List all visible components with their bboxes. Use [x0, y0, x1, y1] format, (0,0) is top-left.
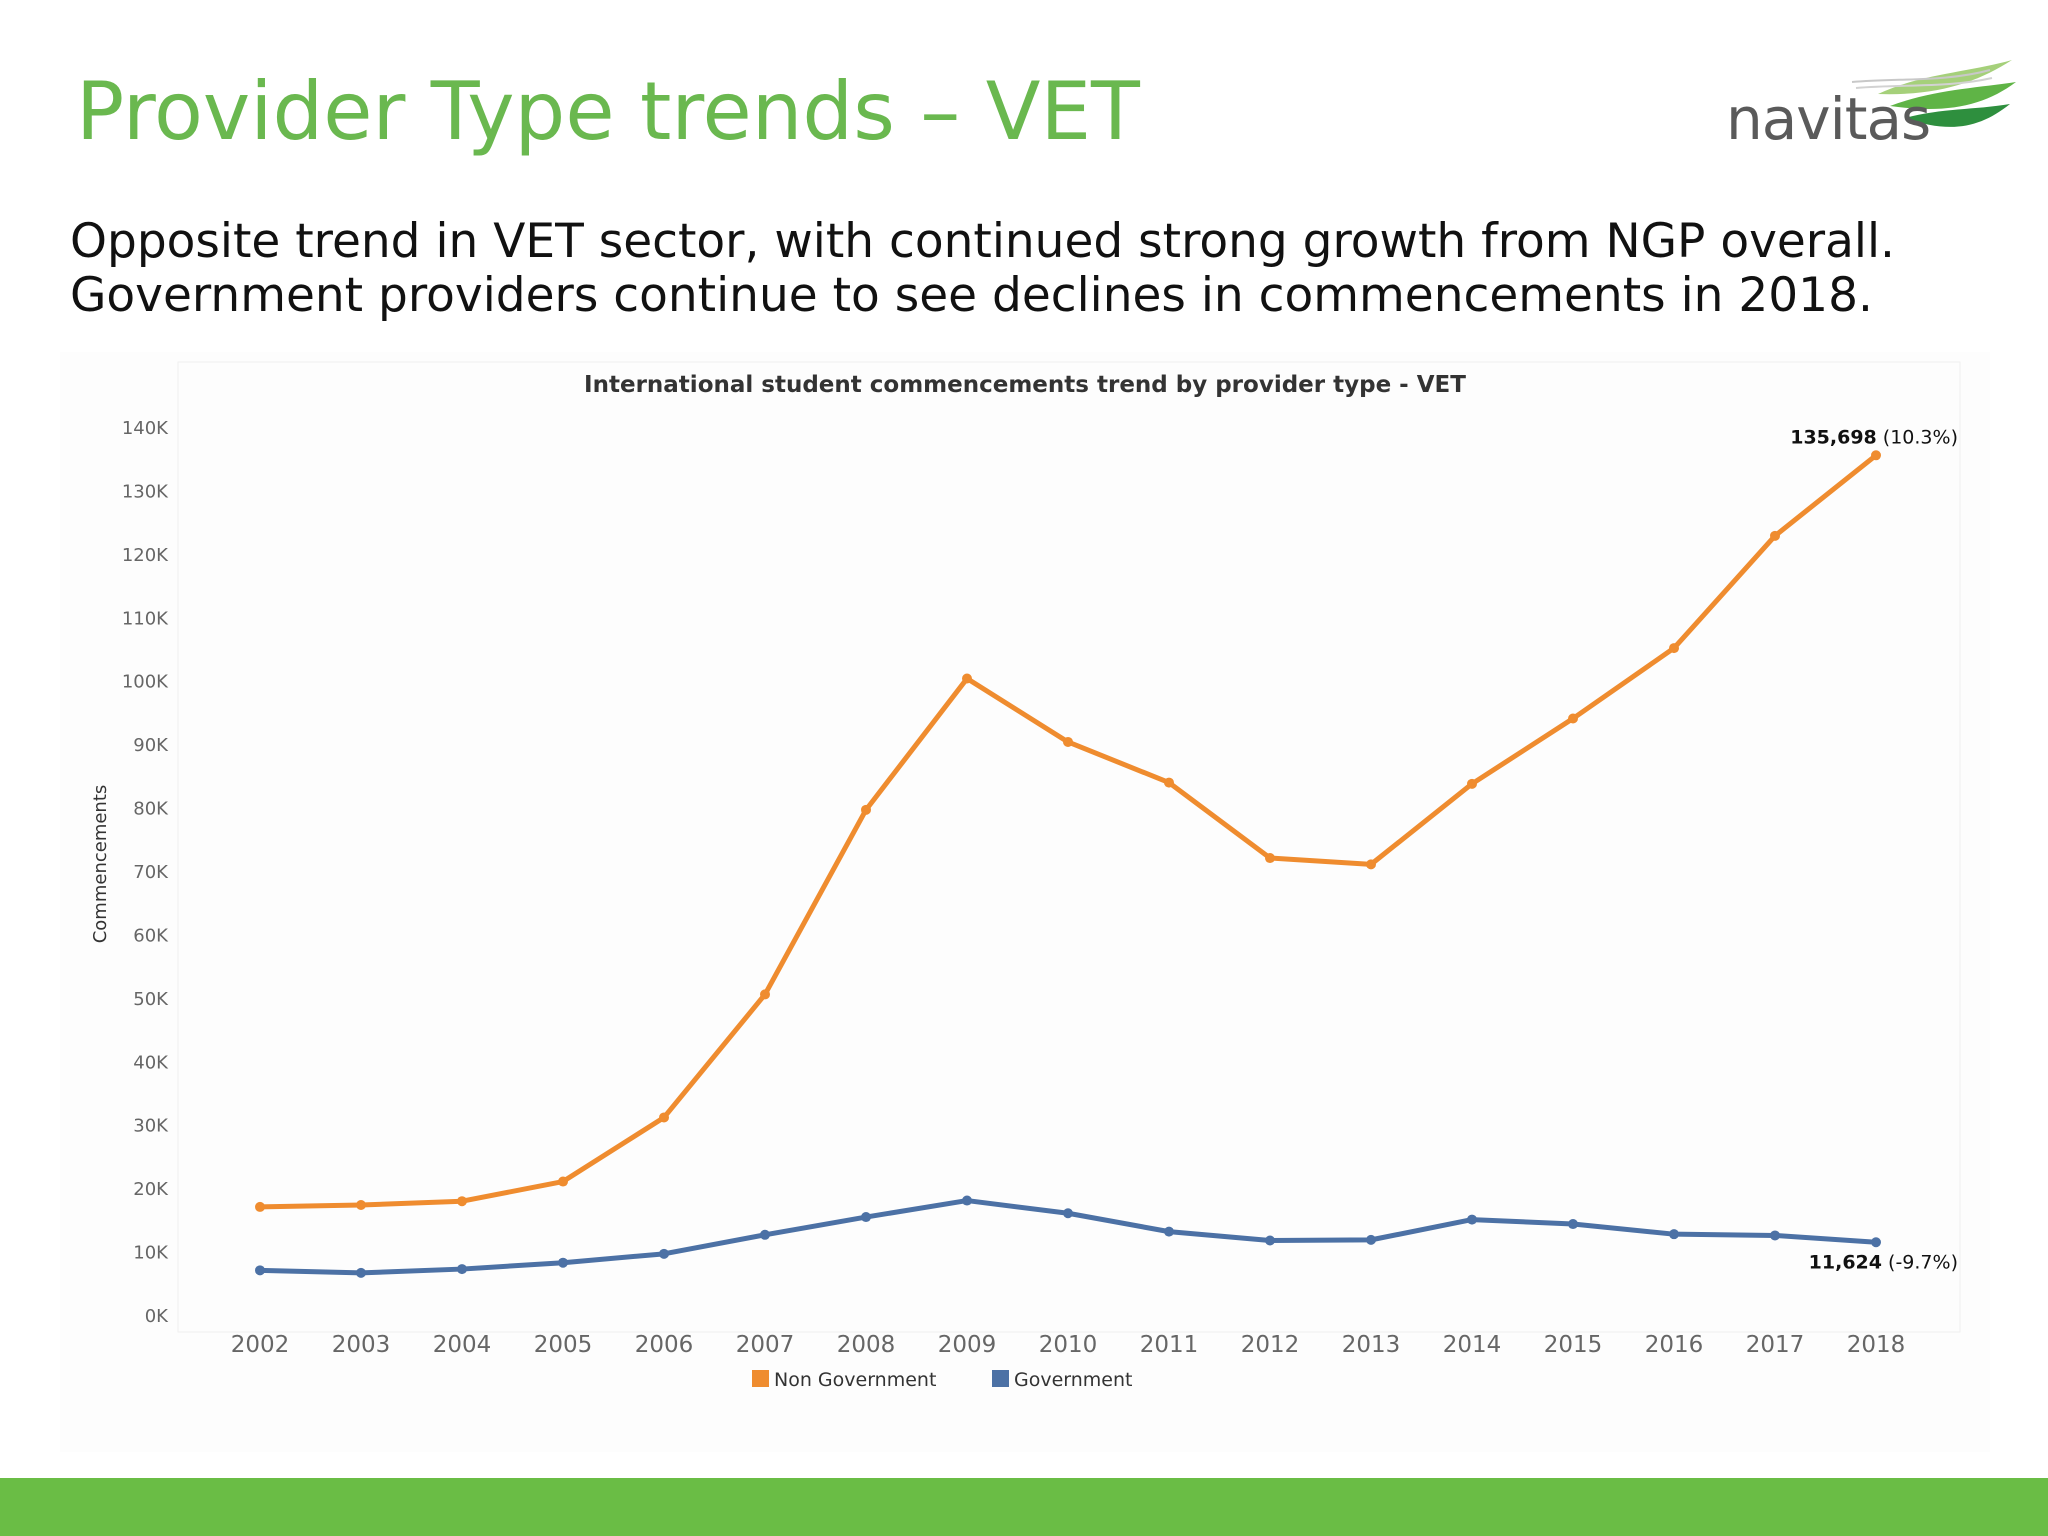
- data-point: [962, 673, 972, 684]
- plot-frame: [177, 361, 1961, 1333]
- x-tick-label: 2013: [1342, 1332, 1401, 1358]
- y-tick-label: 90K: [133, 735, 169, 756]
- data-point: [1669, 643, 1679, 654]
- legend-label: Government: [1014, 1369, 1133, 1391]
- data-point: [255, 1201, 265, 1212]
- data-point: [1669, 1229, 1679, 1240]
- x-tick-label: 2010: [1039, 1332, 1098, 1358]
- y-tick-label: 60K: [133, 925, 169, 946]
- y-tick-label: 0K: [145, 1306, 169, 1327]
- data-point: [457, 1264, 467, 1275]
- logo-text: navitas: [1726, 85, 1931, 153]
- data-point: [1871, 450, 1881, 461]
- data-point: [1164, 1226, 1174, 1237]
- y-tick-label: 110K: [122, 608, 169, 629]
- legend-swatch: [752, 1370, 769, 1387]
- chart-area: International student commencements tren…: [60, 352, 1990, 1452]
- data-point: [1366, 859, 1376, 870]
- x-tick-label: 2006: [635, 1332, 694, 1358]
- data-point: [1770, 1230, 1780, 1241]
- data-label: 11,624 (-9.7%): [1809, 1251, 1958, 1273]
- data-point: [558, 1176, 568, 1187]
- x-tick-label: 2017: [1746, 1332, 1805, 1358]
- y-tick-label: 130K: [122, 481, 169, 502]
- y-tick-label: 10K: [133, 1243, 169, 1264]
- data-point: [1568, 1219, 1578, 1230]
- y-tick-label: 40K: [133, 1052, 169, 1073]
- slide-title: Provider Type trends – VET: [76, 65, 1140, 158]
- data-point: [1467, 1214, 1477, 1225]
- y-tick-label: 50K: [133, 989, 169, 1010]
- x-tick-label: 2005: [534, 1332, 593, 1358]
- x-tick-label: 2008: [837, 1332, 896, 1358]
- x-tick-label: 2011: [1140, 1332, 1199, 1358]
- data-point: [1366, 1234, 1376, 1245]
- y-axis-label: Commencements: [90, 785, 111, 944]
- data-point: [760, 1229, 770, 1240]
- data-point: [1568, 713, 1578, 724]
- x-tick-label: 2018: [1847, 1332, 1906, 1358]
- y-tick-label: 100K: [122, 672, 169, 693]
- data-point: [1265, 1235, 1275, 1246]
- data-point: [962, 1195, 972, 1206]
- data-point: [1265, 853, 1275, 864]
- data-point: [356, 1267, 366, 1278]
- y-tick-label: 140K: [122, 418, 169, 439]
- slide-subtitle: Opposite trend in VET sector, with conti…: [70, 215, 1990, 323]
- data-point: [659, 1112, 669, 1123]
- chart-title: International student commencements tren…: [584, 372, 1466, 398]
- x-tick-label: 2009: [938, 1332, 997, 1358]
- x-tick-label: 2014: [1443, 1332, 1502, 1358]
- x-tick-label: 2007: [736, 1332, 795, 1358]
- y-tick-label: 70K: [133, 862, 169, 883]
- y-tick-label: 20K: [133, 1179, 169, 1200]
- x-tick-label: 2004: [433, 1332, 492, 1358]
- data-point: [356, 1200, 366, 1210]
- y-tick-label: 120K: [122, 545, 169, 566]
- data-point: [861, 1212, 871, 1223]
- x-tick-label: 2003: [332, 1332, 391, 1358]
- data-point: [1164, 777, 1174, 788]
- footer-bar: [0, 1478, 2048, 1536]
- data-label: 135,698 (10.3%): [1790, 426, 1958, 448]
- data-point: [255, 1265, 265, 1276]
- y-tick-label: 30K: [133, 1116, 169, 1137]
- series-line-non-government: [257, 452, 1879, 1210]
- navitas-logo: navitas: [1720, 52, 2020, 162]
- data-point: [861, 804, 871, 815]
- legend-swatch: [992, 1370, 1009, 1387]
- logo-swoosh-icon: [1851, 60, 2016, 127]
- data-point: [659, 1248, 669, 1259]
- legend-label: Non Government: [774, 1369, 936, 1391]
- subtitle-line-2: Government providers continue to see dec…: [70, 268, 1873, 323]
- x-tick-label: 2015: [1544, 1332, 1603, 1358]
- subtitle-line-1: Opposite trend in VET sector, with conti…: [70, 214, 1895, 269]
- line-chart: International student commencements tren…: [90, 361, 1961, 1391]
- data-point: [1063, 736, 1073, 747]
- x-tick-label: 2012: [1241, 1332, 1300, 1358]
- data-point: [558, 1257, 568, 1268]
- data-point: [760, 989, 770, 1000]
- x-tick-label: 2016: [1645, 1332, 1704, 1358]
- data-point: [1467, 778, 1477, 789]
- data-point: [457, 1196, 467, 1207]
- data-point: [1770, 530, 1780, 541]
- data-point: [1063, 1208, 1073, 1219]
- data-point: [1871, 1237, 1881, 1248]
- y-tick-label: 80K: [133, 799, 169, 820]
- x-tick-label: 2002: [231, 1332, 290, 1358]
